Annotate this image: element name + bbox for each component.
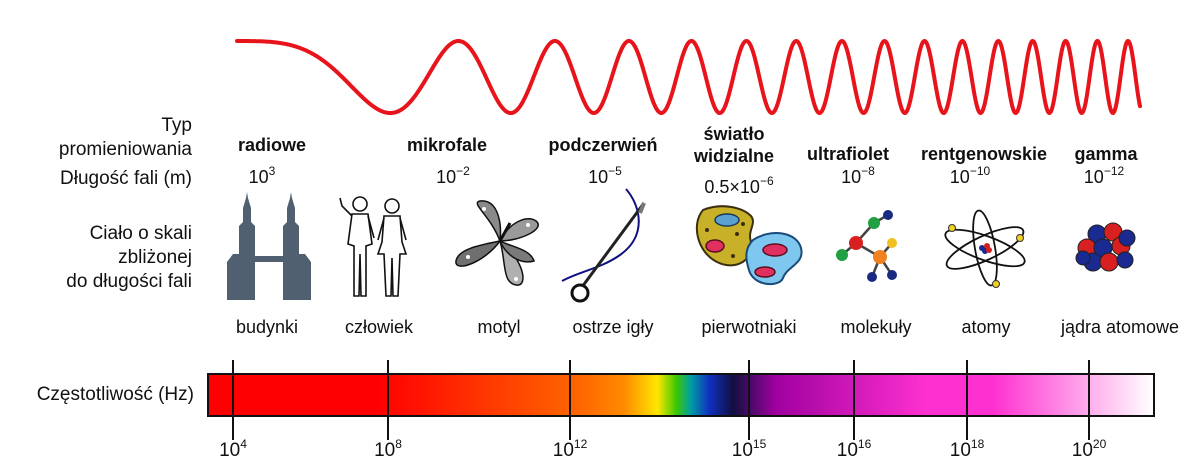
- tick-line: [232, 360, 234, 440]
- frequency-row-label: Częstotliwość (Hz): [36, 384, 194, 405]
- wavelength-row-label: Długość fali (m): [60, 168, 192, 189]
- tick-line: [387, 360, 389, 440]
- tick-label: 108: [374, 437, 402, 461]
- tick-label: 1015: [731, 437, 767, 461]
- type-microwave: mikrofale: [406, 135, 488, 155]
- type-ultraviolet: ultrafiolet: [806, 144, 889, 164]
- object-butterfly: motyl: [477, 317, 521, 337]
- body-label-line2: zbliżonej: [118, 247, 192, 268]
- wave-line: [235, 38, 1142, 116]
- tick-label: 1012: [552, 437, 588, 461]
- tick-label: 1018: [949, 437, 985, 461]
- object-buildings: budynki: [235, 317, 299, 337]
- type-radio: radiowe: [237, 135, 307, 155]
- needle-icon: [561, 188, 646, 303]
- wavelength-xray: 10−10: [949, 164, 991, 187]
- atom-icon: [944, 209, 1026, 288]
- butterfly-icon: [455, 200, 539, 286]
- object-protozoa: pierwotniaki: [701, 317, 797, 337]
- type-row-label: Typ promieniowania: [20, 114, 192, 162]
- body-label-line1: Ciało o skali: [89, 223, 192, 244]
- towers-icon: [227, 192, 311, 300]
- molecule-icon: [836, 210, 897, 282]
- object-needle-tip: ostrze igły: [572, 317, 654, 337]
- tick-line: [748, 360, 750, 440]
- tick-label: 1020: [1071, 437, 1107, 461]
- tick-line: [966, 360, 968, 440]
- object-atoms: atomy: [961, 317, 1011, 337]
- type-label-line2: promieniowania: [58, 139, 192, 160]
- wave-graphic: [235, 38, 1142, 116]
- wavelength-gamma: 10−12: [1083, 164, 1125, 187]
- wavelength-radio: 103: [248, 164, 276, 187]
- type-gamma: gamma: [1074, 144, 1138, 164]
- type-visible-line2: widzialne: [693, 146, 774, 166]
- protozoa-icon: [695, 205, 803, 286]
- object-nuclei: jądra atomowe: [1060, 317, 1180, 337]
- human-icon: [339, 196, 408, 297]
- type-infrared: podczerwień: [548, 135, 658, 155]
- tick-label: 1016: [836, 437, 872, 461]
- type-visible: światło widzialne: [654, 123, 814, 167]
- wavelength-ultraviolet: 10−8: [841, 164, 875, 187]
- type-xray: rentgenowskie: [920, 144, 1048, 164]
- wavelength-visible: 0.5×10−6: [704, 174, 774, 197]
- tick-line: [569, 360, 571, 440]
- wavelength-microwave: 10−2: [436, 164, 470, 187]
- type-visible-line1: światło: [703, 124, 765, 144]
- body-label-line3: do długości fali: [66, 271, 192, 292]
- tick-line: [853, 360, 855, 440]
- wavelength-infrared: 10−5: [588, 164, 622, 187]
- tick-label: 104: [219, 437, 247, 461]
- body-row-label: Ciało o skali zbliżonej do długości fali: [0, 222, 192, 294]
- object-human: człowiek: [344, 317, 414, 337]
- type-label-line1: Typ: [161, 115, 192, 136]
- nucleus-icon: [1075, 222, 1136, 272]
- object-molecules: molekuły: [840, 317, 912, 337]
- tick-line: [1088, 360, 1090, 440]
- frequency-spectrum-bar: [207, 373, 1155, 417]
